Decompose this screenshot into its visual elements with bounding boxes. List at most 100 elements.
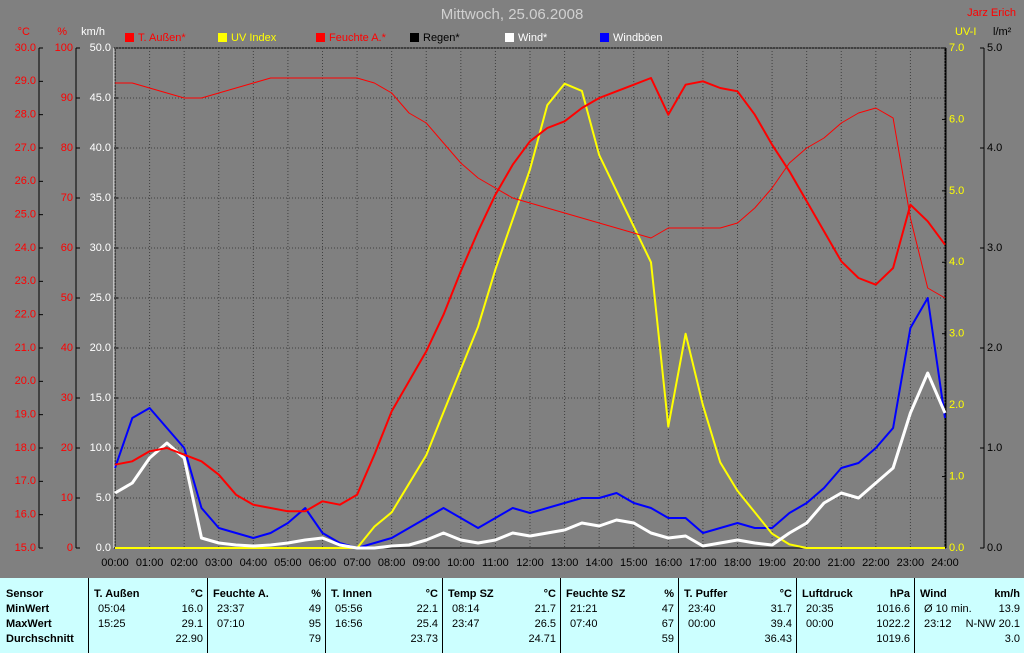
y-tick-label: 80 bbox=[61, 142, 73, 154]
y-tick-label: 0.0 bbox=[949, 542, 964, 554]
y-tick-label: 100 bbox=[55, 42, 73, 54]
max-time: 16:56 bbox=[335, 618, 363, 630]
series-line bbox=[114, 297, 946, 549]
x-tick-label: 07:00 bbox=[343, 557, 371, 569]
y-tick-label: 5.0 bbox=[987, 42, 1002, 54]
avg-value: 1019.6 bbox=[876, 633, 910, 645]
avg-value: 79 bbox=[308, 633, 321, 645]
column-unit: % bbox=[311, 588, 321, 600]
max-value: 39.4 bbox=[770, 618, 792, 630]
axis-unit: l/m² bbox=[993, 26, 1012, 38]
stats-table: Sensor MinWert MaxWert Durchschnitt T. Außen… bbox=[0, 578, 1024, 653]
y-tick-label: 60 bbox=[61, 242, 73, 254]
min-value: 49 bbox=[308, 603, 321, 615]
max-value: 26.5 bbox=[534, 618, 556, 630]
y-tick-label: 21.0 bbox=[15, 342, 36, 354]
max-time: 15:25 bbox=[98, 618, 126, 630]
x-tick-label: 18:00 bbox=[724, 557, 752, 569]
column-name: T. Außen bbox=[94, 588, 140, 600]
min-time: 23:40 bbox=[688, 603, 716, 615]
y-tick-label: 15.0 bbox=[90, 392, 111, 404]
min-value: 13.9 bbox=[998, 603, 1020, 615]
axis-unit: UV-I bbox=[955, 26, 976, 38]
y-tick-label: 24.0 bbox=[15, 242, 36, 254]
legend-label: Regen* bbox=[423, 32, 460, 44]
axis-unit: °C bbox=[18, 26, 30, 38]
y-tick-label: 30.0 bbox=[90, 242, 111, 254]
x-tick-label: 22:00 bbox=[862, 557, 890, 569]
y-tick-label: 50.0 bbox=[90, 42, 111, 54]
x-tick-label: 09:00 bbox=[412, 557, 440, 569]
axis-unit: km/h bbox=[81, 26, 105, 38]
x-tick-label: 01:00 bbox=[136, 557, 164, 569]
min-value: 31.7 bbox=[770, 603, 792, 615]
y-tick-label: 3.0 bbox=[987, 242, 1002, 254]
min-time: 05:56 bbox=[335, 603, 363, 615]
chart-title: Mittwoch, 25.06.2008 bbox=[441, 6, 584, 23]
column-name: Feuchte SZ bbox=[566, 588, 626, 600]
column-unit: °C bbox=[779, 588, 792, 600]
column-divider bbox=[88, 578, 89, 653]
column-divider bbox=[914, 578, 915, 653]
avg-value: 59 bbox=[661, 633, 674, 645]
avg-value: 22.90 bbox=[175, 633, 203, 645]
y-tick-label: 25.0 bbox=[15, 209, 36, 221]
column-unit: °C bbox=[425, 588, 438, 600]
column-name: Luftdruck bbox=[802, 588, 853, 600]
series-line bbox=[114, 77, 946, 513]
y-tick-label: 1.0 bbox=[987, 442, 1002, 454]
legend-swatch bbox=[125, 33, 134, 42]
legend-label: T. Außen* bbox=[138, 32, 186, 44]
legend-swatch bbox=[505, 33, 514, 42]
y-tick-label: 28.0 bbox=[15, 109, 36, 121]
y-tick-label: 5.0 bbox=[96, 492, 111, 504]
column-divider bbox=[442, 578, 443, 653]
x-tick-label: 23:00 bbox=[897, 557, 925, 569]
legend-label: UV Index bbox=[231, 32, 277, 44]
y-tick-label: 70 bbox=[61, 192, 73, 204]
y-tick-label: 50 bbox=[61, 292, 73, 304]
legend-swatch bbox=[410, 33, 419, 42]
x-tick-label: 21:00 bbox=[827, 557, 855, 569]
y-tick-label: 23.0 bbox=[15, 275, 36, 287]
y-tick-label: 15.0 bbox=[15, 542, 36, 554]
legend-swatch bbox=[600, 33, 609, 42]
y-tick-label: 20.0 bbox=[90, 342, 111, 354]
avg-value: 24.71 bbox=[528, 633, 556, 645]
column-name: Wind bbox=[920, 588, 947, 600]
y-tick-label: 18.0 bbox=[15, 442, 36, 454]
column-divider bbox=[678, 578, 679, 653]
y-tick-label: 16.0 bbox=[15, 509, 36, 521]
y-tick-label: 20 bbox=[61, 442, 73, 454]
column-name: Feuchte A. bbox=[213, 588, 269, 600]
min-time: 08:14 bbox=[452, 603, 480, 615]
row-label: MinWert bbox=[6, 603, 50, 615]
column-divider bbox=[207, 578, 208, 653]
min-value: 16.0 bbox=[181, 603, 203, 615]
y-tick-label: 4.0 bbox=[949, 256, 964, 268]
author: Jarz Erich bbox=[967, 7, 1016, 19]
row-label: Sensor bbox=[6, 588, 44, 600]
legend-label: Windböen bbox=[613, 32, 663, 44]
min-time: 21:21 bbox=[570, 603, 598, 615]
avg-value: 3.0 bbox=[1004, 633, 1020, 645]
x-tick-label: 20:00 bbox=[793, 557, 821, 569]
y-tick-label: 1.0 bbox=[949, 470, 964, 482]
y-tick-label: 0.0 bbox=[96, 542, 111, 554]
max-time: 00:00 bbox=[806, 618, 834, 630]
column-name: Temp SZ bbox=[448, 588, 494, 600]
avg-value: 36.43 bbox=[764, 633, 792, 645]
column-unit: °C bbox=[543, 588, 556, 600]
y-tick-label: 10.0 bbox=[90, 442, 111, 454]
min-value: 1016.6 bbox=[876, 603, 910, 615]
column-unit: °C bbox=[190, 588, 203, 600]
min-value: 21.7 bbox=[534, 603, 556, 615]
series-line bbox=[114, 371, 947, 550]
x-tick-label: 13:00 bbox=[551, 557, 579, 569]
max-time: 07:10 bbox=[217, 618, 245, 630]
x-tick-label: 06:00 bbox=[309, 557, 337, 569]
series-line bbox=[115, 82, 945, 549]
y-tick-label: 20.0 bbox=[15, 375, 36, 387]
x-tick-label: 17:00 bbox=[689, 557, 717, 569]
